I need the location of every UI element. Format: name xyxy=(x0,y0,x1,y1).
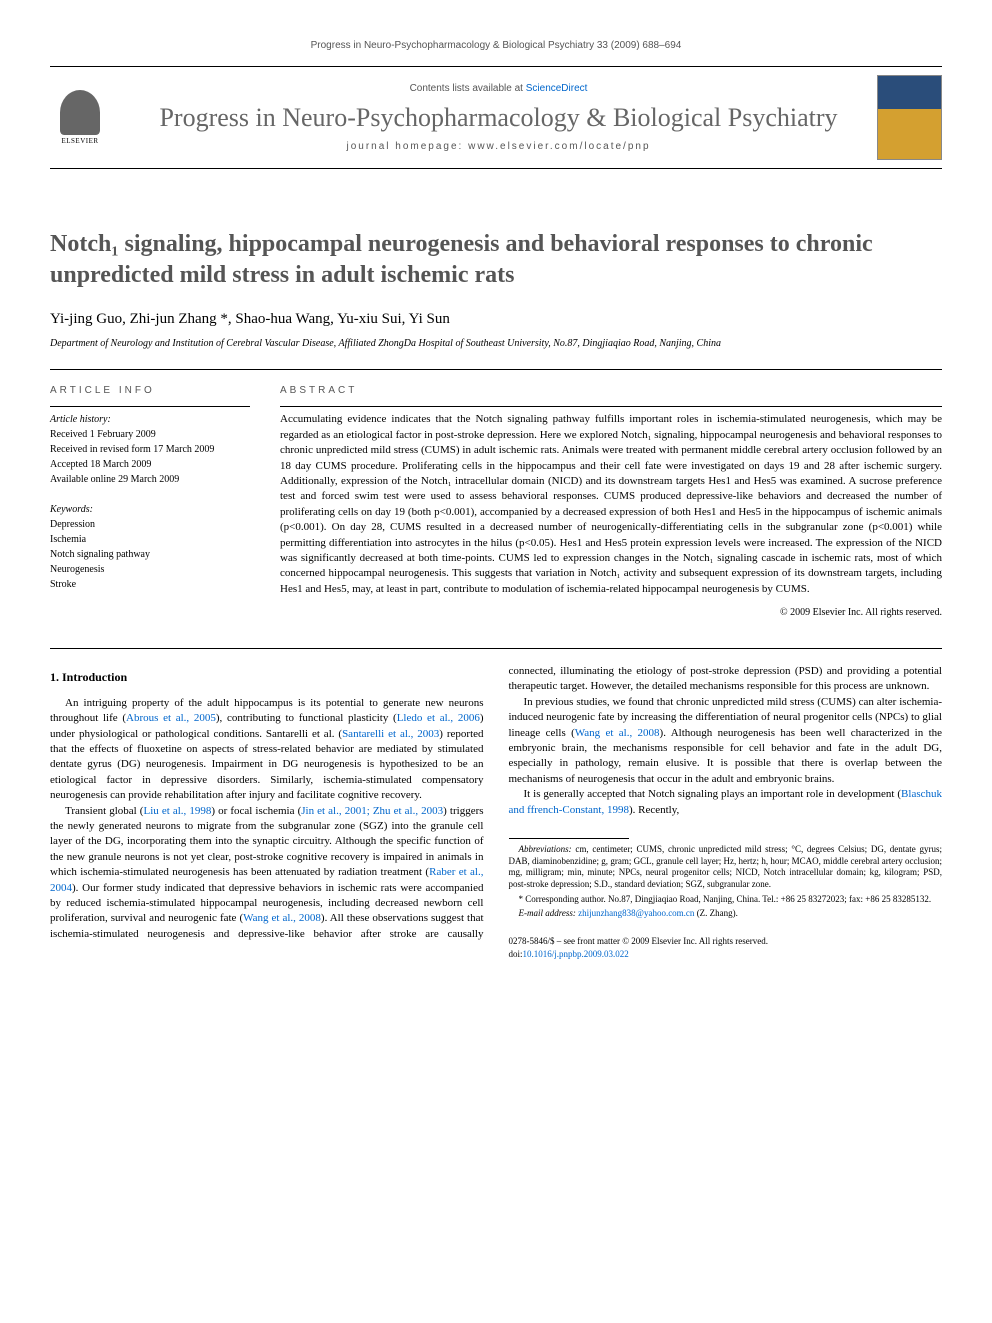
email-label: E-mail address: xyxy=(519,908,576,918)
elsevier-tree-icon xyxy=(60,90,100,135)
elsevier-logo: ELSEVIER xyxy=(50,83,110,153)
elsevier-label: ELSEVIER xyxy=(61,137,98,145)
corresponding-author-footnote: * Corresponding author. No.87, Dingjiaqi… xyxy=(509,894,943,906)
citation-link[interactable]: Liu et al., 1998 xyxy=(143,805,211,817)
history-label: Article history: xyxy=(50,412,250,427)
homepage-prefix: journal homepage: xyxy=(346,141,468,152)
received-date: Received 1 February 2009 xyxy=(50,427,250,442)
email-link[interactable]: zhijunzhang838@yahoo.com.cn xyxy=(576,908,695,918)
text-run: ) or focal ischemia ( xyxy=(211,805,301,817)
footnotes-block: Abbreviations: cm, centimeter; CUMS, chr… xyxy=(509,844,943,920)
body-paragraph: In previous studies, we found that chron… xyxy=(509,695,943,787)
citation-link[interactable]: Wang et al., 2008 xyxy=(243,912,321,924)
abbrev-text: cm, centimeter; CUMS, chronic unpredicte… xyxy=(509,844,943,889)
abstract-copyright: © 2009 Elsevier Inc. All rights reserved… xyxy=(280,607,942,618)
keyword: Notch signaling pathway xyxy=(50,547,250,562)
homepage-url: www.elsevier.com/locate/pnp xyxy=(468,141,650,152)
abstract-text: Accumulating evidence indicates that the… xyxy=(280,412,942,597)
keywords-label: Keywords: xyxy=(50,502,250,517)
accepted-date: Accepted 18 March 2009 xyxy=(50,457,250,472)
authors-line: Yi-jing Guo, Zhi-jun Zhang *, Shao-hua W… xyxy=(50,311,942,328)
text-run: ). Recently, xyxy=(629,804,679,816)
sciencedirect-link[interactable]: ScienceDirect xyxy=(526,83,588,94)
doi-link[interactable]: 10.1016/j.pnpbp.2009.03.022 xyxy=(523,949,629,959)
section-heading-intro: 1. Introduction xyxy=(50,669,484,686)
affiliation: Department of Neurology and Institution … xyxy=(50,338,942,349)
email-footnote: E-mail address: zhijunzhang838@yahoo.com… xyxy=(509,908,943,920)
keyword: Neurogenesis xyxy=(50,562,250,577)
body-paragraph: An intriguing property of the adult hipp… xyxy=(50,696,484,804)
citation-link[interactable]: Lledo et al., 2006 xyxy=(397,712,480,724)
contents-prefix: Contents lists available at xyxy=(410,83,526,94)
divider xyxy=(50,406,250,407)
contents-available-line: Contents lists available at ScienceDirec… xyxy=(120,83,877,94)
text-run: It is generally accepted that Notch sign… xyxy=(524,788,902,800)
journal-header: ELSEVIER Contents lists available at Sci… xyxy=(50,66,942,169)
journal-homepage: journal homepage: www.elsevier.com/locat… xyxy=(120,141,877,152)
abstract-column: ABSTRACT Accumulating evidence indicates… xyxy=(280,385,942,618)
footnote-divider xyxy=(509,838,629,839)
citation-link[interactable]: Santarelli et al., 2003 xyxy=(342,728,439,740)
divider xyxy=(50,648,942,649)
article-title: Notch₁ signaling, hippocampal neurogenes… xyxy=(50,229,942,291)
doi-block: 0278-5846/$ – see front matter © 2009 El… xyxy=(509,935,943,960)
email-suffix: (Z. Zhang). xyxy=(694,908,737,918)
abbrev-label: Abbreviations: xyxy=(519,844,572,854)
divider xyxy=(50,369,942,370)
text-run: Transient global ( xyxy=(65,805,143,817)
citation-link[interactable]: Jin et al., 2001; Zhu et al., 2003 xyxy=(301,805,443,817)
running-header: Progress in Neuro-Psychopharmacology & B… xyxy=(50,40,942,51)
online-date: Available online 29 March 2009 xyxy=(50,472,250,487)
article-info-column: ARTICLE INFO Article history: Received 1… xyxy=(50,385,250,618)
divider xyxy=(280,406,942,407)
abbreviations-footnote: Abbreviations: cm, centimeter; CUMS, chr… xyxy=(509,844,943,891)
citation-link[interactable]: Abrous et al., 2005 xyxy=(126,712,216,724)
citation-link[interactable]: Wang et al., 2008 xyxy=(575,727,660,739)
text-run: ), contributing to functional plasticity… xyxy=(216,712,397,724)
doi-prefix: doi: xyxy=(509,949,523,959)
article-info-heading: ARTICLE INFO xyxy=(50,385,250,396)
keyword: Ischemia xyxy=(50,532,250,547)
abstract-heading: ABSTRACT xyxy=(280,385,942,396)
keyword: Stroke xyxy=(50,577,250,592)
issn-line: 0278-5846/$ – see front matter © 2009 El… xyxy=(509,935,943,948)
journal-cover-thumbnail xyxy=(877,75,942,160)
journal-name: Progress in Neuro-Psychopharmacology & B… xyxy=(120,102,877,133)
keyword: Depression xyxy=(50,517,250,532)
body-paragraph: It is generally accepted that Notch sign… xyxy=(509,787,943,818)
revised-date: Received in revised form 17 March 2009 xyxy=(50,442,250,457)
